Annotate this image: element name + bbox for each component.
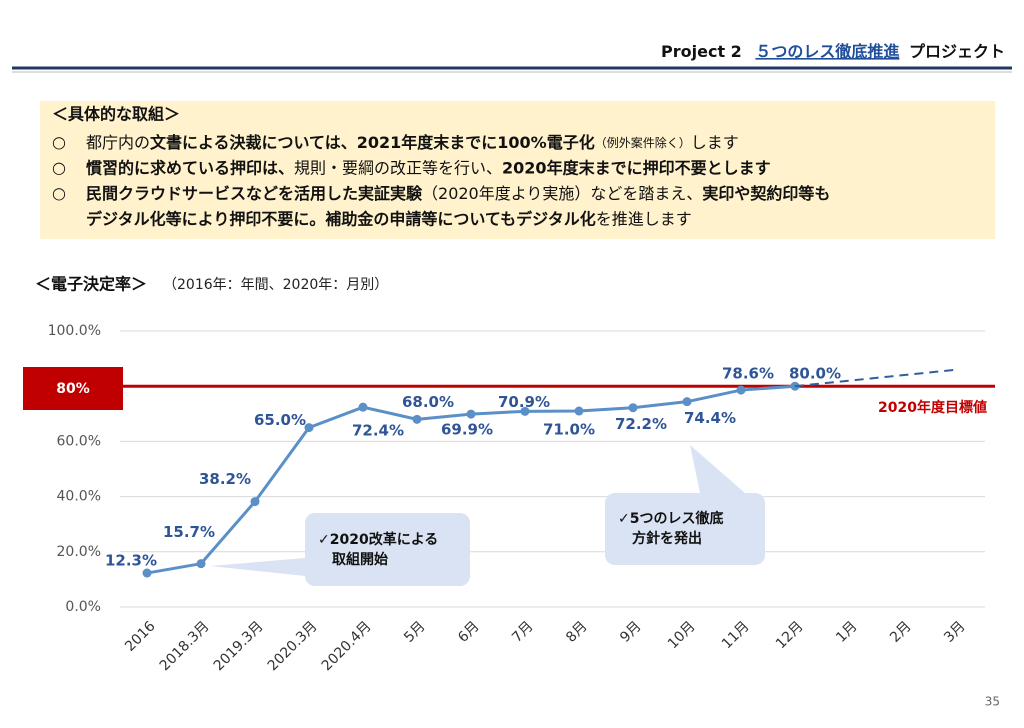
data-point <box>574 406 584 416</box>
summary-lines: ○ 都庁内の文書による決裁については、2021年度末までに100%電子化（例外案件… <box>52 133 830 229</box>
data-label: 65.0% <box>254 411 306 429</box>
data-point <box>736 385 746 395</box>
data-label: 68.0% <box>402 393 454 411</box>
x-tick-label: 6月 <box>455 618 483 646</box>
x-tick-label: 12月 <box>773 618 807 652</box>
callout-text: 取組開始 <box>332 551 388 568</box>
data-point <box>196 559 206 569</box>
x-tick-label: 2020.4月 <box>319 618 375 674</box>
summary-box <box>40 101 995 239</box>
data-label: 74.4% <box>684 409 736 427</box>
data-point <box>358 402 368 412</box>
x-tick-label: 11月 <box>719 618 753 652</box>
header-suffix: プロジェクト <box>909 42 1005 61</box>
data-point <box>466 409 476 419</box>
data-point <box>250 497 260 507</box>
target-label: 80% <box>56 381 90 397</box>
x-tick-label: 2018.3月 <box>157 618 213 674</box>
data-label: 72.4% <box>352 422 404 440</box>
callout <box>305 513 470 586</box>
x-tick-label: 5月 <box>401 618 429 646</box>
y-tick-label: 20.0% <box>57 544 101 560</box>
summary-part: 文書による決裁については、2021年度末までに100%電子化 <box>150 133 595 152</box>
summary-part: を推進します <box>596 209 692 228</box>
summary-part: 実印や契約印等も <box>702 184 830 203</box>
callout <box>605 493 765 565</box>
summary-part: （例外案件除く） <box>595 135 691 150</box>
x-tick-label: 1月 <box>833 618 861 646</box>
summary-title: ＜具体的な取組＞ <box>52 105 180 124</box>
y-tick-label: 0.0% <box>65 599 101 615</box>
data-point <box>412 414 422 424</box>
header-project: Project 2 <box>661 42 742 61</box>
summary-part: 慣習的に求めている押印は、 <box>85 158 294 177</box>
y-tick-label: 60.0% <box>57 433 101 449</box>
summary-line: デジタル化等により押印不要に。補助金の申請等についてもデジタル化を推進します <box>86 209 692 228</box>
x-tick-label: 2016 <box>122 618 159 655</box>
y-tick-label: 40.0% <box>57 489 101 505</box>
summary-part: 都庁内の <box>86 133 150 152</box>
data-label: 15.7% <box>163 523 215 541</box>
page-number: 35 <box>985 695 1000 709</box>
summary-part: 民間クラウドサービスなどを活用した実証実験 <box>86 184 423 203</box>
bullet: ○ <box>52 158 66 177</box>
data-label: 78.6% <box>722 365 774 383</box>
data-label: 38.2% <box>199 470 251 488</box>
summary-part: （2020年度より実施）などを踏まえ、 <box>422 184 702 203</box>
x-tick-label: 9月 <box>617 618 645 646</box>
summary-part: デジタル化等により押印不要に。補助金の申請等についてもデジタル化 <box>86 209 596 228</box>
summary-line: 民間クラウドサービスなどを活用した実証実験（2020年度より実施）などを踏まえ、… <box>86 184 830 203</box>
data-point <box>628 403 638 413</box>
x-tick-label: 2月 <box>887 618 915 646</box>
callout-pointer <box>210 558 305 576</box>
data-label: 12.3% <box>105 552 157 570</box>
chart-title: ＜電子決定率＞ <box>35 275 147 294</box>
x-tick-label: 7月 <box>509 618 537 646</box>
x-tick-label: 10月 <box>665 618 699 652</box>
summary-part: 規則・要綱の改正等を行い、 <box>294 158 502 177</box>
data-label: 69.9% <box>441 421 493 439</box>
x-tick-label: 3月 <box>941 618 969 646</box>
header: Project 2 ５つのレス徹底推進 プロジェクト <box>661 42 1005 61</box>
target-box <box>23 367 123 410</box>
y-tick-label: 100.0% <box>48 323 101 339</box>
callout-pointer <box>690 445 745 493</box>
callout-text: 方針を発出 <box>632 530 702 547</box>
summary-part: 2020年度末までに押印不要とします <box>502 158 771 177</box>
bullet: ○ <box>52 184 66 203</box>
summary-line: 都庁内の文書による決裁については、2021年度末までに100%電子化（例外案件除… <box>86 133 739 152</box>
x-tick-label: 8月 <box>563 618 591 646</box>
data-label: 72.2% <box>615 415 667 433</box>
data-label: 80.0% <box>789 365 841 383</box>
data-point <box>304 423 314 433</box>
bullet: ○ <box>52 133 66 152</box>
chart: 0.0% 20.0% 40.0% 60.0% 100.0% 20162018.3月2019… <box>23 323 995 674</box>
data-point <box>520 406 530 416</box>
x-tick-label: 2019.3月 <box>211 618 267 674</box>
summary-part: します <box>691 133 739 152</box>
data-point <box>142 568 152 578</box>
chart-subtitle: （2016年：年間、2020年：月別） <box>163 277 388 293</box>
callout-text: ✓2020改革による <box>318 531 438 548</box>
data-label: 71.0% <box>543 421 595 439</box>
header-theme: ５つのレス徹底推進 <box>755 42 899 61</box>
series-line <box>794 368 958 388</box>
target-name: 2020年度目標値 <box>878 399 987 416</box>
x-tick-label: 2020.3月 <box>265 618 321 674</box>
data-label: 70.9% <box>498 393 550 411</box>
summary-line: 慣習的に求めている押印は、規則・要綱の改正等を行い、2020年度末までに押印不要… <box>85 158 771 177</box>
callout-text: ✓5つのレス徹底 <box>618 510 723 527</box>
data-point <box>682 397 692 407</box>
